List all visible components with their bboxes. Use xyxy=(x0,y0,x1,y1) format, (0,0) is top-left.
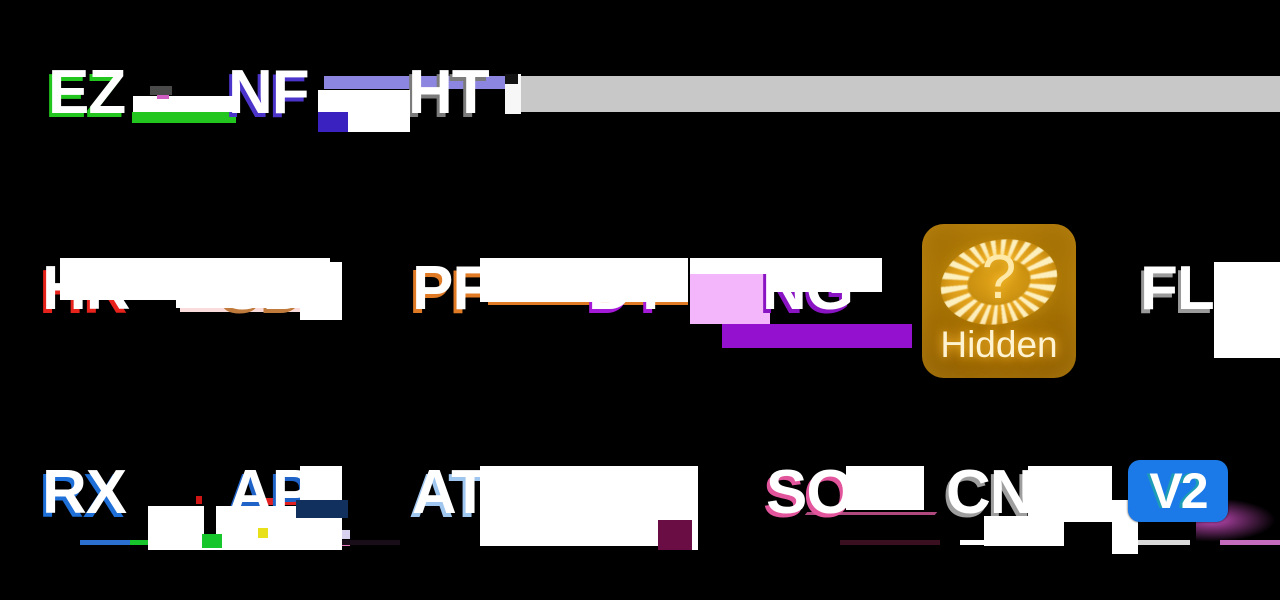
white-slab-artifact xyxy=(148,506,308,550)
mod-tag-pf-label: PF xyxy=(412,254,490,323)
white-slab-artifact xyxy=(176,286,326,308)
mod-tag-ez[interactable]: EZ EZ xyxy=(45,62,126,128)
hidden-badge[interactable]: ? Hidden xyxy=(922,224,1076,378)
white-slab-artifact xyxy=(133,96,237,112)
residue-artifact xyxy=(130,540,152,545)
mod-tag-nf[interactable]: NF NF xyxy=(225,62,310,128)
mod-tag-tp[interactable]: TP TP xyxy=(595,462,676,528)
mod-tag-pf-ghost: PF xyxy=(409,258,487,327)
v2-badge-label: V2 xyxy=(1149,463,1208,519)
mod-tag-hr-label: HR xyxy=(42,254,131,323)
mod-tag-cn[interactable]: CN CN xyxy=(943,462,1035,528)
violet-bar-artifact xyxy=(324,76,510,89)
black-chip-artifact xyxy=(204,496,216,540)
white-slab-artifact xyxy=(690,258,770,274)
purple-bar-artifact xyxy=(722,324,912,348)
mod-tag-nf-label: NF xyxy=(228,58,310,127)
mod-tag-sd-label: SD xyxy=(222,254,307,323)
mod-tag-ht-label: HT xyxy=(408,58,490,127)
orange-line-artifact xyxy=(488,300,688,305)
pink-chip-artifact xyxy=(157,95,169,99)
red-chip-artifact xyxy=(196,496,202,504)
residue-artifact xyxy=(1130,540,1190,545)
mod-tag-fl[interactable]: FL FL xyxy=(1137,258,1215,324)
white-slab-artifact xyxy=(300,262,342,320)
dark-chip-artifact xyxy=(505,74,518,84)
mod-tag-pf[interactable]: PF PF xyxy=(409,258,490,324)
blue-chip-artifact xyxy=(318,112,348,132)
mod-tag-ht-ghost: HT xyxy=(405,62,487,131)
mod-tag-nf-ghost: NF xyxy=(225,62,307,131)
white-slab-artifact xyxy=(480,466,680,546)
red-line-artifact xyxy=(262,498,308,505)
residue-artifact xyxy=(840,540,940,545)
mod-tag-ap[interactable]: AP AP xyxy=(225,462,313,528)
mod-tag-dt[interactable]: DT DT xyxy=(585,258,670,324)
mod-tag-ez-ghost: EZ xyxy=(45,62,123,131)
mod-tag-at-label: AT xyxy=(412,458,489,527)
grey-bar-artifact xyxy=(520,76,1280,112)
mod-tag-so-label: SO xyxy=(766,458,855,527)
residue-artifact xyxy=(1220,540,1280,545)
mod-tag-fl-ghost: FL xyxy=(1137,258,1212,327)
white-slab-artifact xyxy=(1028,466,1112,522)
mod-tag-ht[interactable]: HT HT xyxy=(405,62,490,128)
mod-tag-tp-label: TP xyxy=(598,458,676,527)
mod-tag-ez-label: EZ xyxy=(48,58,126,127)
navy-chip-artifact xyxy=(296,500,348,518)
dark-magenta-chip-artifact xyxy=(658,520,692,550)
white-slab-artifact xyxy=(770,258,882,292)
white-slab-artifact xyxy=(480,258,688,302)
mod-tag-ap-label: AP xyxy=(228,458,313,527)
residue-artifact xyxy=(80,540,130,545)
white-slab-artifact xyxy=(1214,262,1280,358)
mod-tag-hr[interactable]: HR HR xyxy=(39,258,131,324)
white-slab-artifact xyxy=(984,516,1064,546)
mod-tag-cn-label: CN xyxy=(946,458,1035,527)
mod-tag-ng-label: NG xyxy=(762,254,854,323)
mod-tag-rx-label: RX xyxy=(42,458,127,527)
mod-tag-rx-ghost: RX xyxy=(39,462,124,531)
mod-tag-fl-label: FL xyxy=(1140,254,1215,323)
mod-tag-so[interactable]: SO SO xyxy=(763,462,855,528)
mod-tag-dt-label: DT xyxy=(588,254,670,323)
mod-tag-sd[interactable]: SD SD xyxy=(219,258,307,324)
white-slab-artifact xyxy=(846,466,924,510)
mod-tag-ng[interactable]: NG NG xyxy=(759,258,854,324)
green-chip-artifact xyxy=(202,534,222,548)
violet-block-artifact xyxy=(690,272,770,324)
mod-tag-rx[interactable]: RX RX xyxy=(39,462,127,528)
mod-tag-at-ghost: AT xyxy=(409,462,486,531)
white-slab-artifact xyxy=(505,74,521,114)
question-mark-glyph: ? xyxy=(981,243,1017,312)
grey-chip-artifact xyxy=(150,86,172,95)
v2-badge[interactable]: V2 xyxy=(1128,460,1228,522)
mod-tag-at[interactable]: AT AT xyxy=(409,462,489,528)
green-underline-artifact xyxy=(132,112,236,123)
hidden-badge-label: Hidden xyxy=(940,324,1058,365)
yellow-chip-artifact xyxy=(258,528,268,538)
mod-tag-so-ghost: SO xyxy=(763,462,852,531)
